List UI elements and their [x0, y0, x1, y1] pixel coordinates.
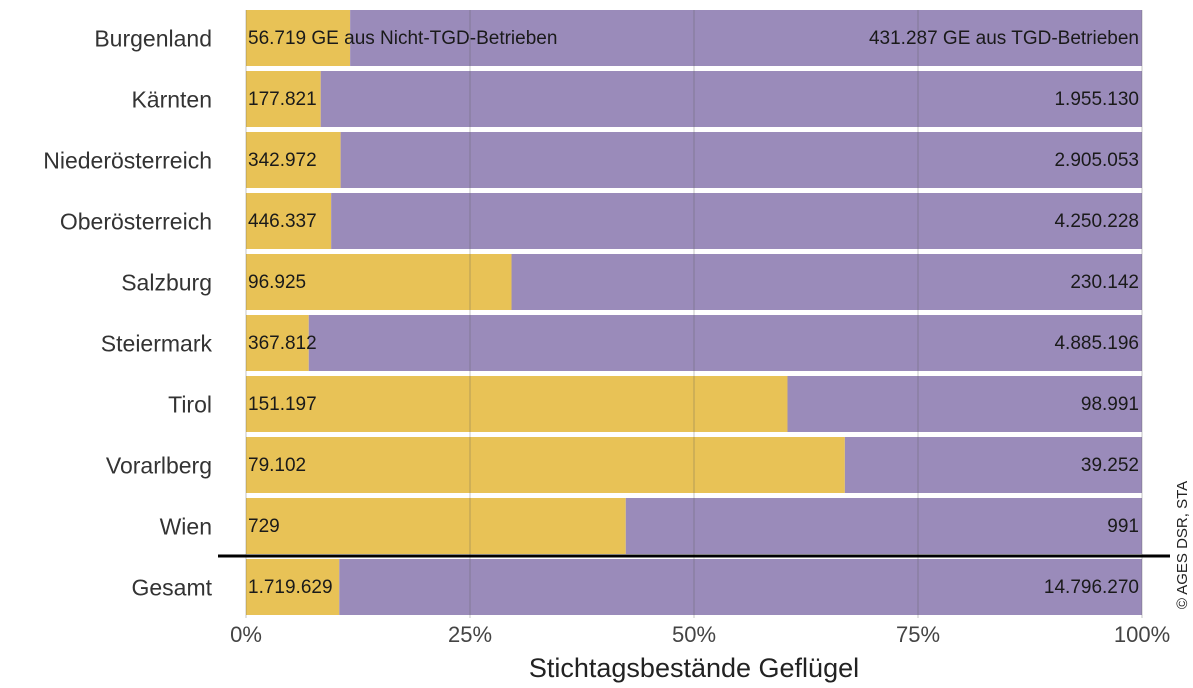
bar-segment — [625, 498, 1142, 554]
value-label: 79.102 — [248, 455, 306, 476]
value-label: 431.287 GE aus TGD-Betrieben — [869, 28, 1139, 49]
value-label: 14.796.270 — [1044, 577, 1139, 598]
bar-segment — [308, 315, 1142, 371]
value-label: 39.252 — [1081, 455, 1139, 476]
bar-segment — [246, 10, 351, 66]
value-label: 1.719.629 — [248, 577, 333, 598]
category-label: Kärnten — [131, 87, 212, 113]
category-label: Wien — [160, 514, 212, 540]
value-label: 4.250.228 — [1054, 211, 1139, 232]
category-label: Vorarlberg — [106, 453, 212, 479]
bar-segment — [246, 376, 788, 432]
bar-segment — [350, 10, 1142, 66]
category-label: Oberösterreich — [60, 209, 212, 235]
x-tick-label: 100% — [1114, 622, 1170, 647]
value-label: 2.905.053 — [1054, 150, 1139, 171]
bar-segment — [246, 193, 332, 249]
x-tick-label: 25% — [448, 622, 492, 647]
bar-segment — [339, 559, 1143, 615]
x-tick-label: 50% — [672, 622, 716, 647]
value-label: 98.991 — [1081, 394, 1139, 415]
x-tick-label: 0% — [230, 622, 262, 647]
value-label: 230.142 — [1070, 272, 1139, 293]
bar-segment — [844, 437, 1142, 493]
bar-segment — [511, 254, 1143, 310]
bar-segment — [331, 193, 1143, 249]
category-label: Salzburg — [121, 270, 212, 296]
labels: Burgenland 56.719 GE aus Nicht-TGD-Betrie… — [43, 26, 1170, 647]
category-label: Niederösterreich — [43, 148, 212, 174]
bar-segment — [246, 132, 341, 188]
bar-segment — [246, 254, 512, 310]
value-label: 342.972 — [248, 150, 317, 171]
value-label: 96.925 — [248, 272, 306, 293]
category-label: Burgenland — [94, 26, 212, 52]
bars — [246, 10, 1143, 615]
value-label: 4.885.196 — [1054, 333, 1139, 354]
bar-segment — [340, 132, 1142, 188]
x-tick-label: 75% — [896, 622, 940, 647]
value-label: 151.197 — [248, 394, 317, 415]
grid — [245, 10, 1143, 618]
bar-segment — [246, 315, 309, 371]
bar-segment — [246, 498, 626, 554]
value-label: 446.337 — [248, 211, 317, 232]
value-label: 991 — [1107, 516, 1139, 537]
value-label: 56.719 GE aus Nicht-TGD-Betrieben — [248, 28, 557, 49]
value-label: 367.812 — [248, 333, 317, 354]
bar-segment — [246, 71, 321, 127]
category-label: Steiermark — [101, 331, 213, 357]
value-label: 1.955.130 — [1054, 89, 1139, 110]
x-axis-label: Stichtagsbestände Geflügel — [529, 653, 859, 683]
value-label: 729 — [248, 516, 280, 537]
bar-segment — [320, 71, 1142, 127]
value-label: 177.821 — [248, 89, 317, 110]
bar-segment — [246, 437, 845, 493]
bar-segment — [787, 376, 1142, 432]
category-label: Gesamt — [131, 575, 212, 601]
source: © AGES DSR, STA — [1174, 481, 1191, 609]
category-label: Tirol — [168, 392, 212, 418]
bar-segment — [246, 559, 340, 615]
